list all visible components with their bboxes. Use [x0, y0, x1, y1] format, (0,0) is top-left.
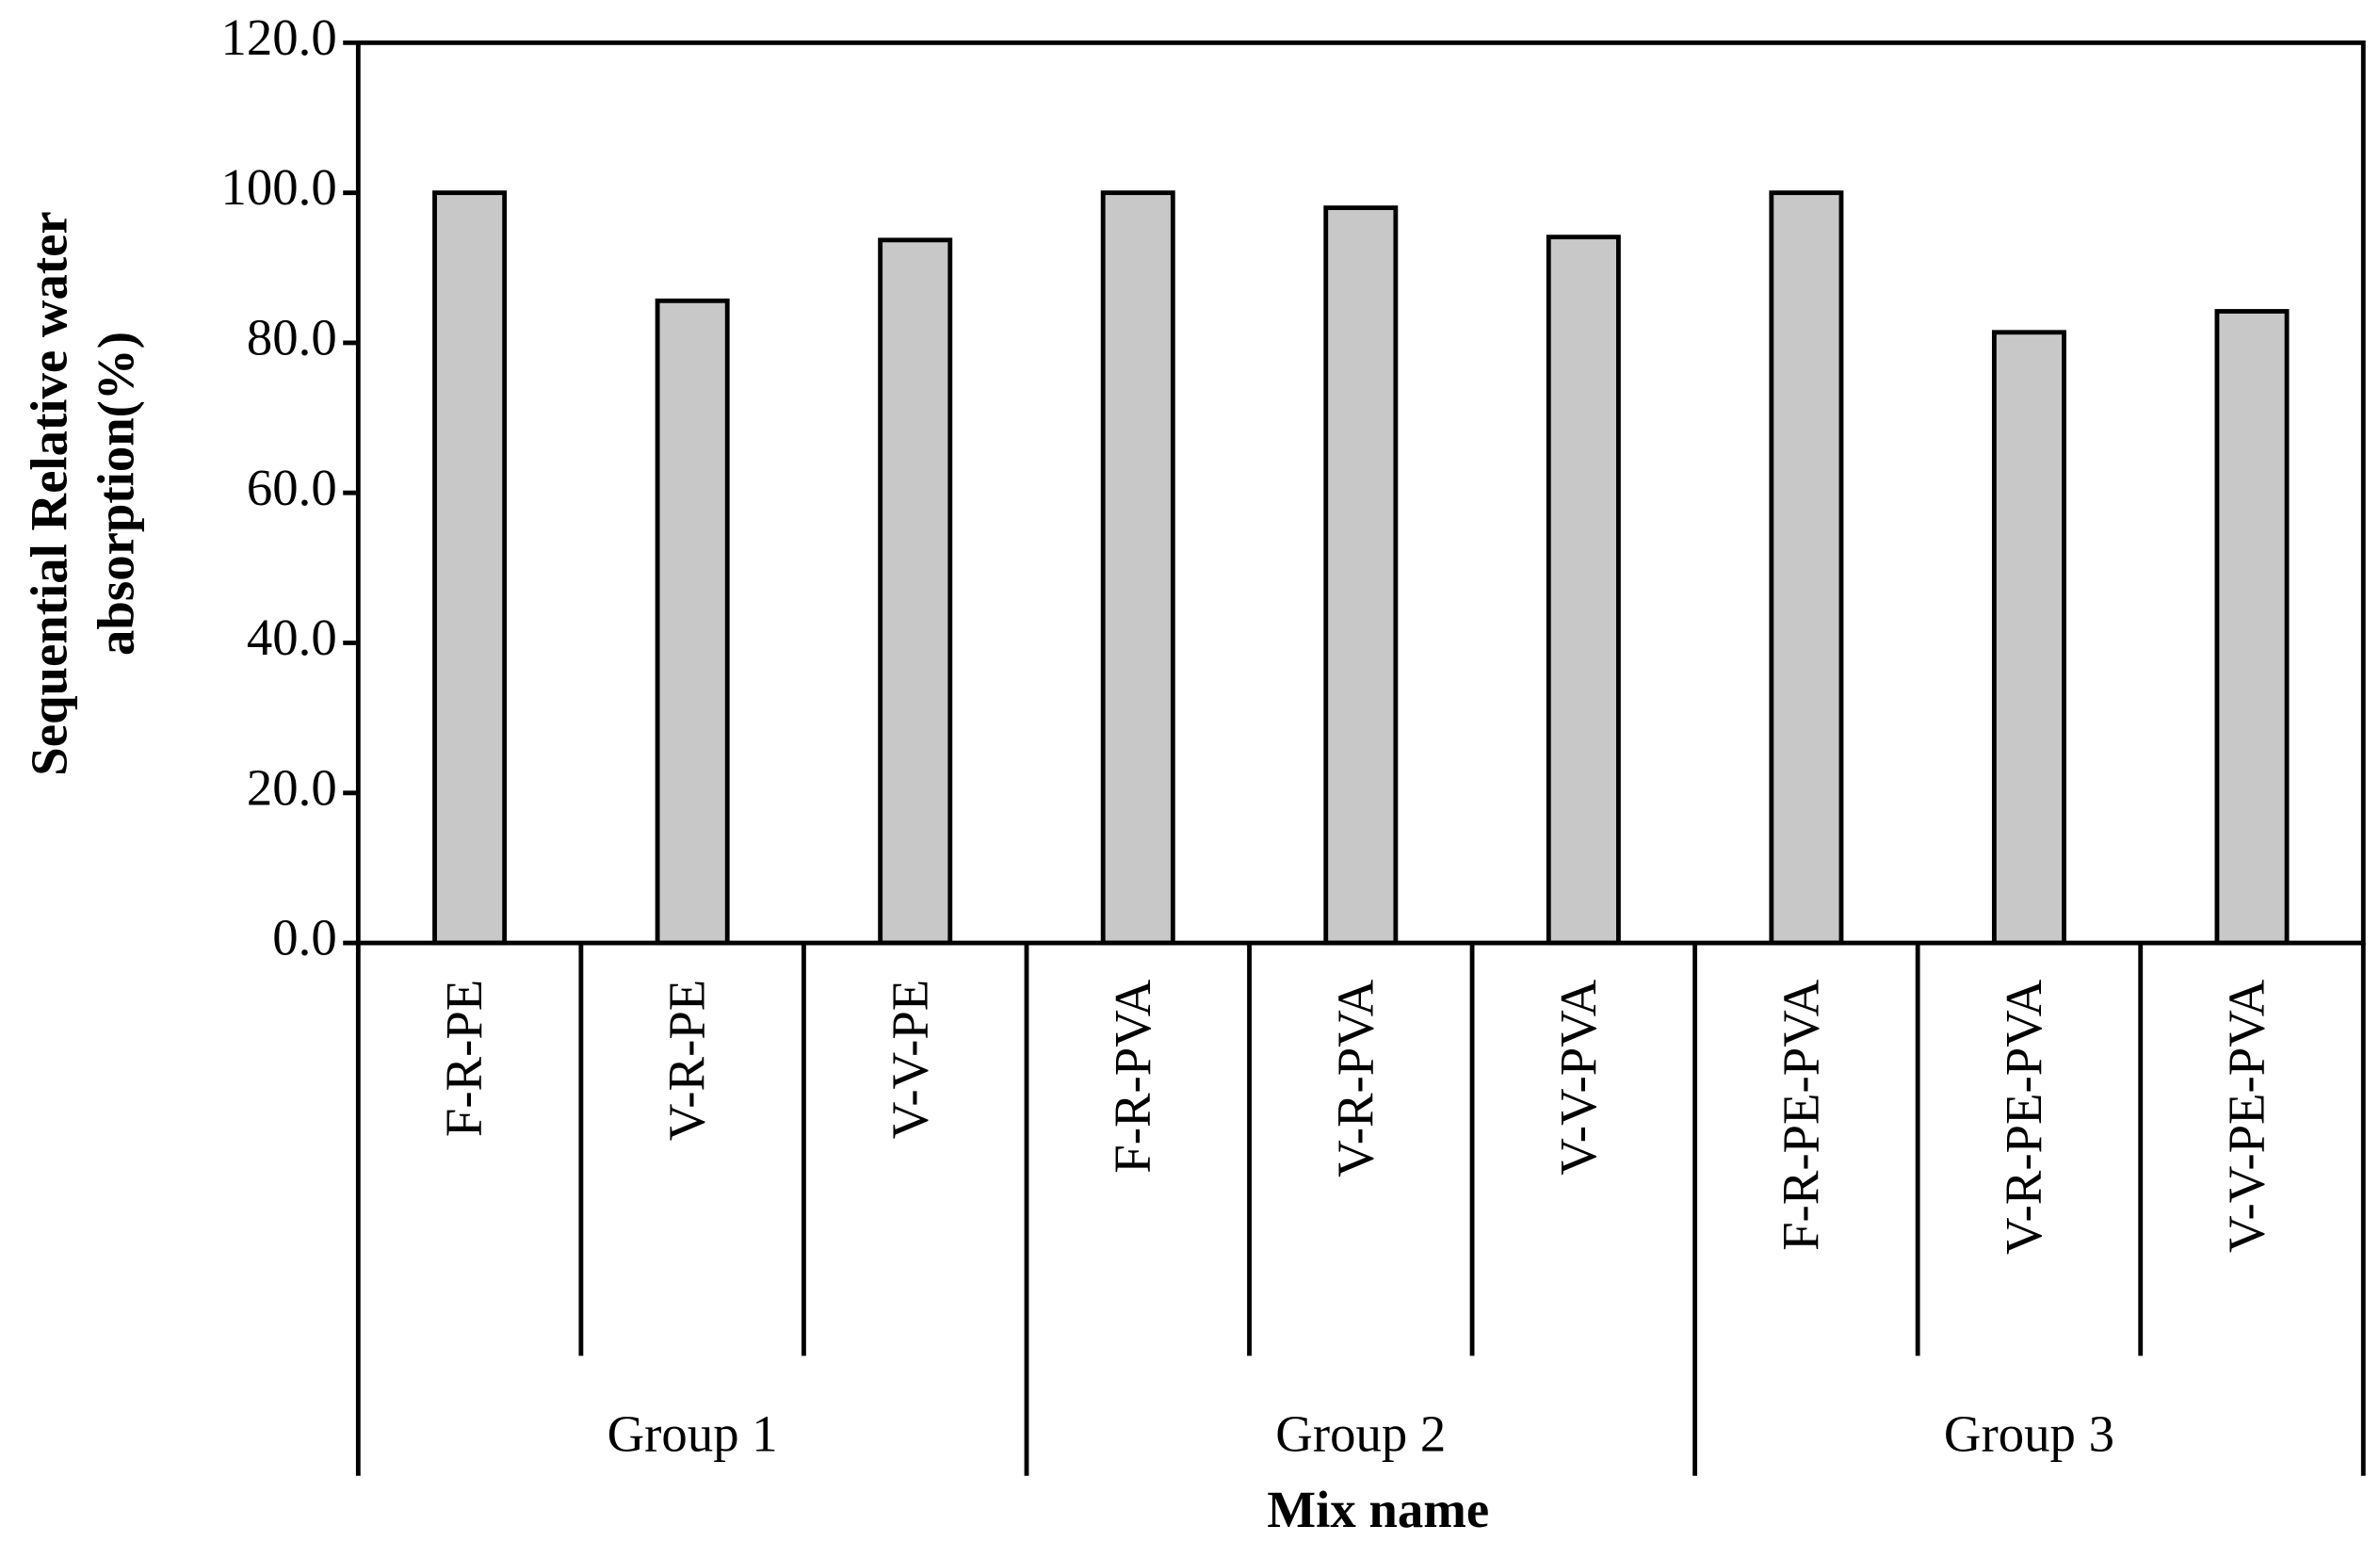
- bar: [1991, 330, 2066, 946]
- x-tick-label: V-R-PE: [658, 980, 716, 1142]
- x-axis-title: Mix name: [1267, 1481, 1489, 1538]
- y-tick-label: 60.0: [247, 459, 337, 516]
- y-tick-label: 80.0: [247, 309, 337, 366]
- x-tick-label: V-V-PE: [881, 980, 938, 1139]
- bar: [878, 237, 953, 946]
- bar: [1769, 190, 1844, 946]
- x-tick-label: V-V-PE-PVA: [2218, 979, 2275, 1253]
- y-tick-label: 0.0: [272, 909, 336, 966]
- group-label: Group 2: [1275, 1405, 1446, 1463]
- bar: [1100, 190, 1175, 946]
- bar: [2214, 309, 2290, 946]
- y-axis-title-line: Sequential Relative water: [21, 211, 78, 775]
- plot-frame: [355, 40, 2366, 946]
- y-tick-label: 40.0: [247, 609, 337, 666]
- y-tick-label: 120.0: [221, 8, 337, 66]
- bar: [655, 298, 730, 946]
- x-tick-label: F-R-PVA: [1104, 979, 1161, 1173]
- x-tick-label: V-R-PVA: [1326, 979, 1384, 1177]
- bar: [432, 190, 508, 946]
- group-label: Group 3: [1944, 1405, 2114, 1463]
- x-tick-label: V-R-PE-PVA: [1995, 979, 2052, 1255]
- group-label: Group 1: [607, 1405, 778, 1463]
- bar: [1546, 235, 1621, 946]
- y-axis-title-line: absorption(%): [88, 332, 145, 656]
- x-tick-label: V-V-PVA: [1549, 979, 1607, 1176]
- y-tick-label: 100.0: [221, 158, 337, 216]
- y-tick-label: 20.0: [247, 758, 337, 816]
- x-tick-label: F-R-PE-PVA: [1772, 979, 1829, 1251]
- bar: [1323, 205, 1399, 946]
- x-tick-label: F-R-PE: [435, 980, 493, 1137]
- y-axis-title: Sequential Relative water absorption(%): [21, 211, 145, 775]
